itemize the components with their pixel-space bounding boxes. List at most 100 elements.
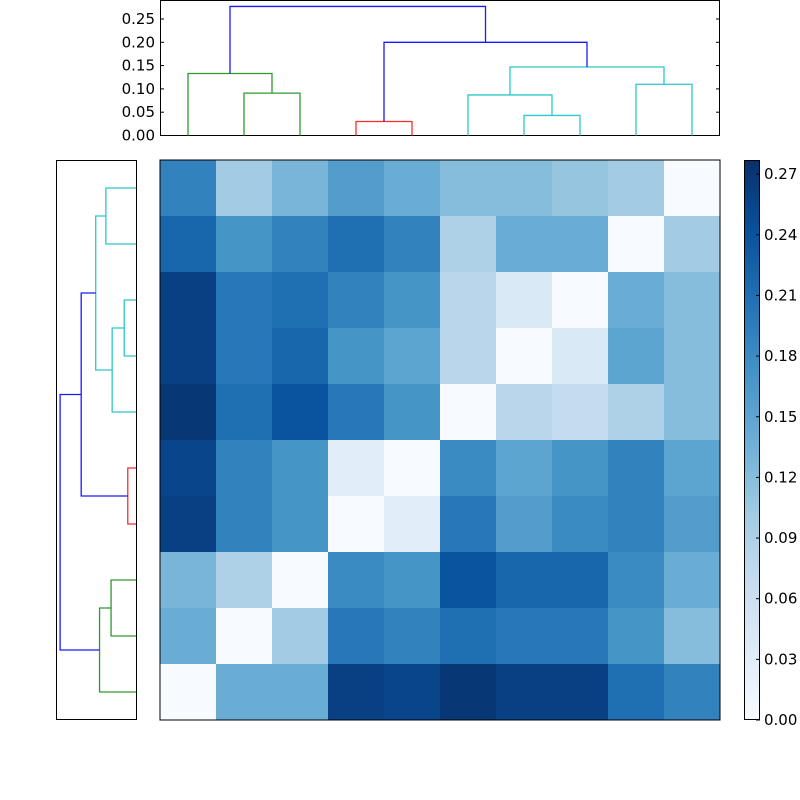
top-dendrogram-frame [160, 0, 720, 136]
heatmap-cell [160, 272, 217, 329]
heatmap-cell [328, 608, 385, 665]
heatmap-cell [440, 216, 497, 273]
heatmap-cell [272, 440, 329, 497]
heatmap-cell [328, 440, 385, 497]
left-dendrogram [56, 160, 137, 720]
dendrogram-link [59, 393, 100, 651]
heatmap-cell [328, 552, 385, 609]
colorbar-tick-label: 0.24 [764, 226, 797, 244]
heatmap-cell [552, 608, 609, 665]
colorbar-tick-label: 0.15 [764, 408, 797, 426]
heatmap-cell [384, 384, 441, 441]
colorbar-gradient [744, 160, 760, 720]
heatmap-cell [216, 552, 273, 609]
heatmap-cell [664, 664, 721, 721]
heatmap-cell [384, 440, 441, 497]
dendrogram-link [123, 299, 136, 357]
heatmap-cell [608, 384, 665, 441]
left-dendrogram-frame [56, 160, 137, 720]
heatmap-cell [384, 216, 441, 273]
heatmap-cell [160, 552, 217, 609]
heatmap-cell [272, 216, 329, 273]
heatmap-cell [440, 272, 497, 329]
heatmap-cell [608, 552, 665, 609]
heatmap-cell [552, 496, 609, 553]
dendrogram-link [110, 579, 136, 637]
dendrogram-link [187, 72, 273, 136]
heatmap-cell [552, 216, 609, 273]
heatmap-cell [440, 608, 497, 665]
dendrogram-link [229, 5, 487, 74]
heatmap-cell [272, 608, 329, 665]
heatmap-cell [328, 160, 385, 217]
heatmap-cell [440, 160, 497, 217]
heatmap-cell [496, 384, 553, 441]
heatmap-cell [496, 440, 553, 497]
heatmap-cell [440, 664, 497, 721]
heatmap-cell [216, 160, 273, 217]
heatmap-cell [552, 160, 609, 217]
heatmap-cell [608, 440, 665, 497]
colorbar [744, 160, 760, 721]
heatmap-cell [384, 496, 441, 553]
heatmap-cell [496, 272, 553, 329]
heatmap-cell [160, 384, 217, 441]
heatmap-cell [552, 440, 609, 497]
heatmap-cell [552, 664, 609, 721]
heatmap-cell [440, 552, 497, 609]
heatmap-cell [216, 216, 273, 273]
colorbar-tick-label: 0.27 [764, 165, 797, 183]
heatmap-cell [552, 272, 609, 329]
y-tick-label: 0.25 [122, 10, 155, 28]
dendrogram-link [635, 83, 693, 136]
heatmap-cell [328, 664, 385, 721]
dendrogram-link [509, 66, 665, 95]
dendrogram-link [98, 607, 136, 693]
heatmap-cell [272, 552, 329, 609]
heatmap-cell [328, 328, 385, 385]
heatmap-cell [496, 664, 553, 721]
heatmap-cell [272, 272, 329, 329]
heatmap-cell [272, 496, 329, 553]
heatmap-cell [664, 440, 721, 497]
heatmap-cell [496, 496, 553, 553]
heatmap-cell [384, 160, 441, 217]
heatmap-cell [216, 608, 273, 665]
heatmap-cell [272, 160, 329, 217]
y-tick-label: 0.05 [122, 103, 155, 121]
heatmap-cell [216, 272, 273, 329]
heatmap-cell [216, 328, 273, 385]
heatmap-cell [160, 160, 217, 217]
heatmap-cell [384, 328, 441, 385]
heatmap-cell [216, 664, 273, 721]
heatmap-cell [328, 216, 385, 273]
heatmap-cell [384, 272, 441, 329]
heatmap-cell [608, 160, 665, 217]
heatmap [159, 159, 721, 721]
heatmap-cell [608, 328, 665, 385]
heatmap-cell [272, 328, 329, 385]
heatmap-cell [664, 160, 721, 217]
heatmap-cell [160, 496, 217, 553]
heatmap-cell [384, 552, 441, 609]
heatmap-cell [384, 608, 441, 665]
dendrogram-link [383, 41, 588, 122]
heatmap-cell [496, 216, 553, 273]
heatmap-cell [496, 160, 553, 217]
dendrogram-link [80, 292, 128, 497]
heatmap-cell [496, 608, 553, 665]
colorbar-tick-label: 0.21 [764, 286, 797, 304]
heatmap-cell [216, 496, 273, 553]
heatmap-cell [216, 440, 273, 497]
heatmap-cell [328, 272, 385, 329]
colorbar-tick-label: 0.03 [764, 650, 797, 668]
y-tick-label: 0.15 [122, 57, 155, 75]
heatmap-cell [216, 384, 273, 441]
heatmap-cell [384, 664, 441, 721]
heatmap-cell [328, 384, 385, 441]
top-dendrogram [160, 0, 720, 136]
heatmap-cell [160, 664, 217, 721]
heatmap-cell [440, 440, 497, 497]
dendrogram-link [243, 92, 301, 136]
y-tick-label: 0.10 [122, 80, 155, 98]
